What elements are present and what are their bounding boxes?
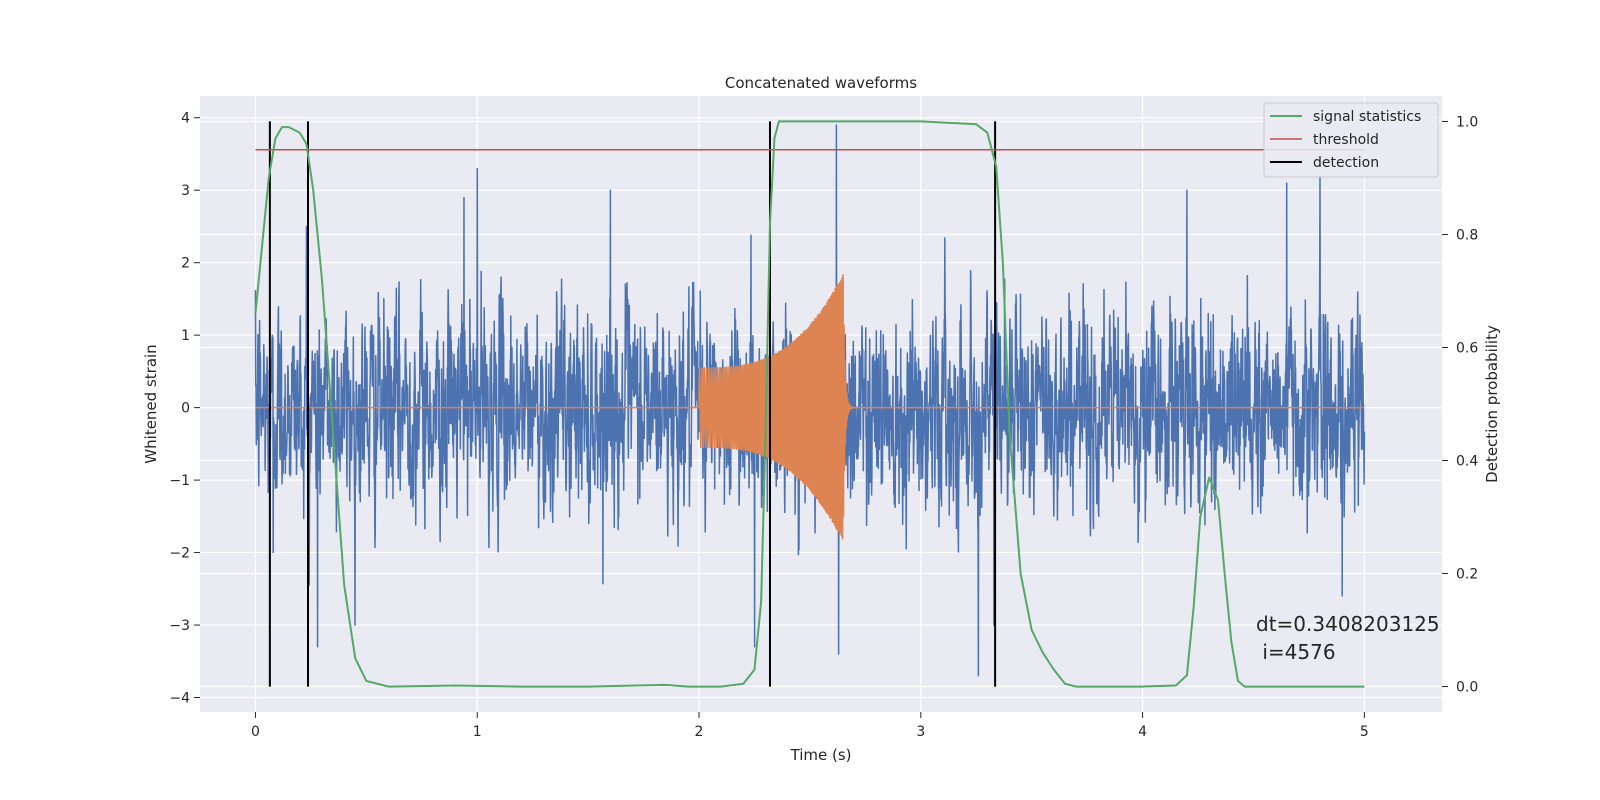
annotation-index: i=4576 [1256, 640, 1336, 664]
y-tick-label-7: 3 [181, 183, 190, 199]
y-tick-label-2: −2 [169, 546, 190, 562]
y-tick-label-4: 0 [181, 401, 190, 417]
x-tick-label-1: 1 [473, 724, 482, 740]
legend-label-detection: detection [1313, 155, 1379, 171]
y-axis-left-ticks: −4 −3 −2 −1 0 1 2 3 4 [169, 111, 200, 707]
y-tick-label-6: 2 [181, 256, 190, 272]
x-tick-label-3: 3 [916, 724, 925, 740]
y-tick-label-1: −3 [169, 618, 190, 634]
y-right-tick-label-4: 0.8 [1456, 227, 1478, 243]
x-tick-label-4: 4 [1138, 724, 1147, 740]
legend-box [1263, 102, 1439, 178]
y-axis-right-ticks: 0.0 0.2 0.4 0.6 0.8 1.0 [1442, 114, 1478, 696]
plot-area [254, 120, 1366, 688]
legend-label-threshold: threshold [1313, 132, 1379, 148]
legend-label-signal-statistics: signal statistics [1313, 109, 1421, 125]
x-tick-label-2: 2 [695, 724, 704, 740]
y-right-tick-label-5: 1.0 [1456, 114, 1478, 130]
chart-title: Concatenated waveforms [725, 74, 917, 92]
y-right-tick-label-2: 0.4 [1456, 454, 1478, 470]
legend: signal statistics threshold detection [1263, 102, 1439, 178]
y-tick-label-8: 4 [181, 111, 190, 127]
injected-waveform-series [255, 274, 1365, 540]
x-tick-label-5: 5 [1360, 724, 1369, 740]
y-right-tick-label-1: 0.2 [1456, 567, 1478, 583]
y-right-tick-label-0: 0.0 [1456, 680, 1478, 696]
y-axis-label-right: Detection probability [1483, 325, 1501, 483]
y-tick-label-0: −4 [169, 691, 190, 707]
x-axis-label: Time (s) [790, 746, 852, 764]
y-right-tick-label-3: 0.6 [1456, 340, 1478, 356]
annotation-dt: dt=0.3408203125 [1256, 612, 1440, 636]
x-axis-ticks: 0 1 2 3 4 5 [251, 712, 1369, 740]
signal-statistics-line [254, 120, 1365, 688]
y-tick-label-5: 1 [181, 328, 190, 344]
y-axis-label-left: Whitened strain [142, 344, 160, 463]
x-tick-label-0: 0 [251, 724, 260, 740]
y-tick-label-3: −1 [169, 473, 190, 489]
